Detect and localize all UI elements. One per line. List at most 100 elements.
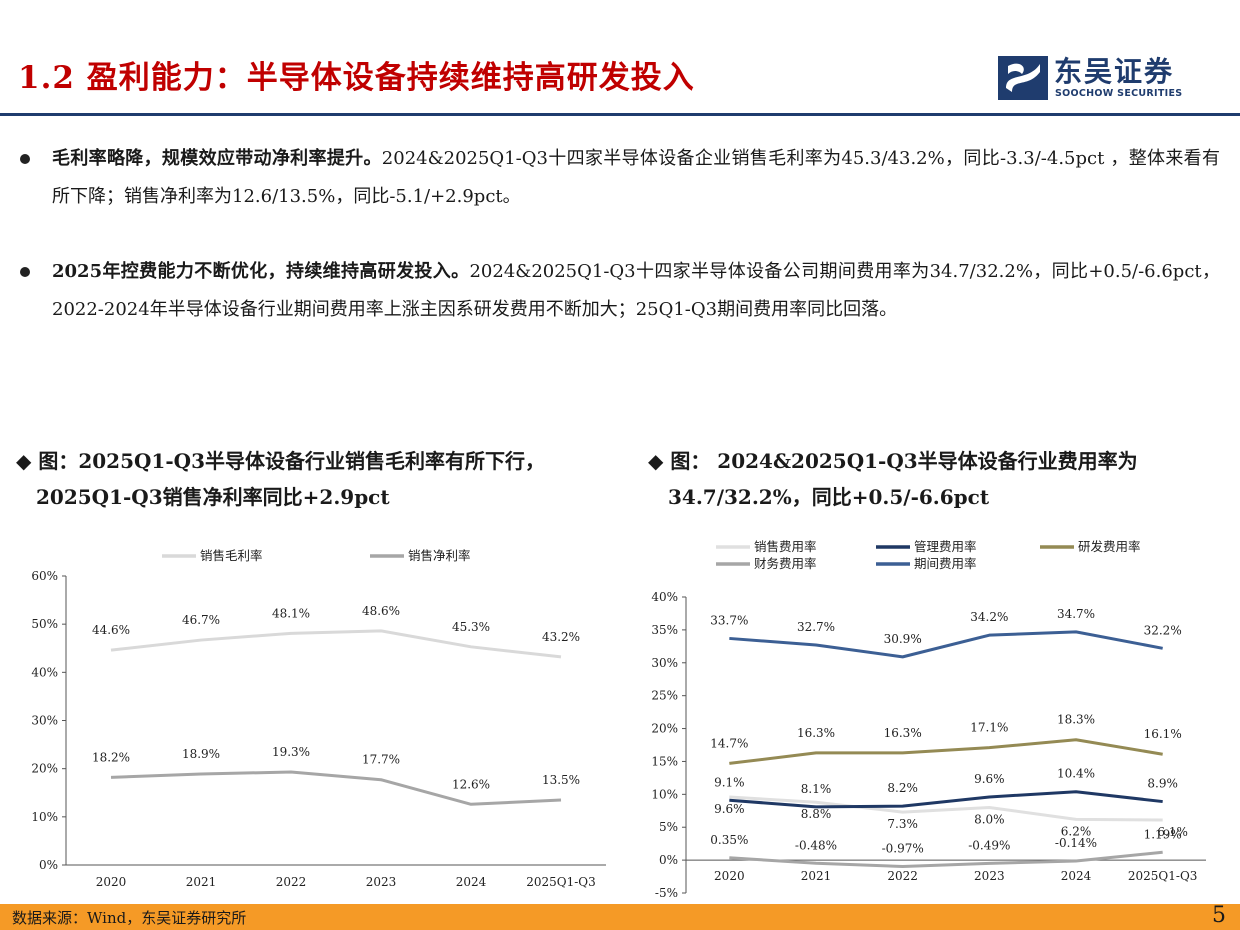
- data-label: 33.7%: [710, 613, 748, 627]
- x-tick-label: 2020: [96, 875, 127, 889]
- x-tick-label: 2025Q1-Q3: [526, 875, 596, 889]
- bullet-1-text: 2024&2025Q1-Q3十四家半导体设备企业销售毛利率为45.3/43.2%…: [52, 148, 1220, 207]
- y-tick-label: 25%: [651, 689, 678, 703]
- y-tick-label: 40%: [31, 665, 58, 679]
- data-label: 0.35%: [710, 833, 748, 847]
- data-label: -0.97%: [882, 841, 924, 855]
- legend-label: 管理费用率: [914, 539, 977, 554]
- data-label: 48.6%: [362, 604, 400, 618]
- soochow-logo-icon: [998, 56, 1048, 100]
- page-title: 1.2 盈利能力：半导体设备持续维持高研发投入: [18, 60, 695, 96]
- y-tick-label: 15%: [651, 754, 678, 768]
- x-tick-label: 2021: [801, 869, 832, 883]
- bullet-2-text: 2024&2025Q1-Q3十四家半导体设备公司期间费用率为34.7/32.2%…: [52, 261, 1220, 320]
- data-label: 9.6%: [714, 802, 745, 816]
- data-label: 18.9%: [182, 747, 220, 761]
- bullet-dot-icon: [20, 267, 30, 277]
- data-label: 17.7%: [362, 753, 400, 767]
- y-tick-label: 10%: [651, 787, 678, 801]
- data-label: 18.3%: [1057, 713, 1095, 727]
- x-tick-label: 2023: [366, 875, 397, 889]
- x-tick-label: 2022: [276, 875, 307, 889]
- data-label: 9.6%: [974, 772, 1005, 786]
- data-label: 43.2%: [542, 630, 580, 644]
- data-label: 19.3%: [272, 745, 310, 759]
- bullet-dot-icon: [20, 154, 30, 164]
- legend-label: 销售费用率: [754, 539, 817, 554]
- y-tick-label: 30%: [31, 714, 58, 728]
- y-tick-label: 20%: [651, 722, 678, 736]
- y-tick-label: 50%: [31, 617, 58, 631]
- data-label: 16.1%: [1144, 727, 1182, 741]
- logo-subtitle: SOOCHOW SECURITIES: [1055, 88, 1183, 99]
- x-tick-label: 2021: [186, 875, 217, 889]
- series-line: [729, 795, 1163, 822]
- data-label: 8.9%: [1147, 777, 1178, 791]
- data-label: 1.19%: [1144, 827, 1182, 841]
- y-tick-label: 0%: [39, 858, 58, 872]
- series-line: [729, 790, 1163, 809]
- bullet-point-1: 毛利率略降，规模效应带动净利率提升。2024&2025Q1-Q3十四家半导体设备…: [20, 140, 1220, 220]
- legend-label: 销售净利率: [408, 548, 471, 563]
- y-tick-label: 5%: [659, 820, 678, 834]
- data-label: 18.2%: [92, 750, 130, 764]
- series-line: [110, 629, 562, 659]
- x-tick-label: 2022: [887, 869, 918, 883]
- data-label: 34.7%: [1057, 607, 1095, 621]
- y-tick-label: 30%: [651, 656, 678, 670]
- data-label: 14.7%: [710, 736, 748, 750]
- y-tick-label: 40%: [651, 590, 678, 604]
- data-label: 7.3%: [887, 817, 918, 831]
- y-tick-label: 0%: [659, 853, 678, 867]
- data-label: 8.1%: [801, 782, 832, 796]
- data-label: 17.1%: [970, 721, 1008, 735]
- data-label: 13.5%: [542, 773, 580, 787]
- x-tick-label: 2020: [714, 869, 745, 883]
- data-label: 6.2%: [1061, 824, 1092, 838]
- series-line: [729, 738, 1163, 765]
- data-label: 32.2%: [1144, 623, 1182, 637]
- data-label: 48.1%: [272, 606, 310, 620]
- data-label: 12.6%: [452, 777, 490, 791]
- data-label: 8.8%: [801, 807, 832, 821]
- data-label: -0.48%: [795, 838, 837, 852]
- company-logo: 东吴证券 SOOCHOW SECURITIES: [998, 55, 1198, 102]
- footer-bar: 数据来源：Wind，东吴证券研究所 5: [0, 903, 1240, 930]
- data-label: 34.2%: [970, 610, 1008, 624]
- data-label: 16.3%: [797, 726, 835, 740]
- data-label: 6.1%: [1157, 825, 1188, 839]
- y-tick-label: -5%: [655, 886, 678, 900]
- legend-label: 财务费用率: [754, 556, 817, 571]
- data-label: -0.14%: [1055, 836, 1097, 850]
- data-label: 46.7%: [182, 613, 220, 627]
- left-chart-caption: ◆ 图：2025Q1-Q3半导体设备行业销售毛利率有所下行， 2025Q1-Q3…: [16, 449, 545, 509]
- legend-label: 销售毛利率: [200, 548, 263, 563]
- profit-margin-chart: 0% 10% 20% 30% 40% 50% 60% 2020 2021 2022 2023 2024…: [31, 548, 606, 889]
- y-tick-label: 35%: [651, 623, 678, 637]
- x-tick-label: 2023: [974, 869, 1005, 883]
- data-label: 45.3%: [452, 620, 490, 634]
- legend-label: 期间费用率: [914, 556, 977, 571]
- expense-ratio-chart: -5% 0% 5% 10% 15% 20% 25% 30% 35% 40% 2020 2021 2022…: [651, 539, 1206, 900]
- series-line: [729, 850, 1163, 868]
- header-divider: [0, 113, 1240, 116]
- data-label: 9.1%: [714, 775, 745, 789]
- x-tick-label: 2025Q1-Q3: [1128, 869, 1198, 883]
- logo-name: 东吴证券: [1054, 55, 1175, 88]
- x-tick-label: 2024: [456, 875, 487, 889]
- data-source: 数据来源：Wind，东吴证券研究所: [12, 909, 247, 927]
- right-chart-caption: ◆ 图： 2024&2025Q1-Q3半导体设备行业费用率为 34.7/32.2…: [648, 449, 1138, 509]
- series-line: [729, 630, 1163, 659]
- page-number: 5: [1212, 903, 1226, 928]
- data-label: 32.7%: [797, 620, 835, 634]
- data-label: 44.6%: [92, 623, 130, 637]
- y-tick-label: 60%: [31, 569, 58, 583]
- legend-label: 研发费用率: [1078, 539, 1141, 554]
- series-line: [110, 770, 562, 806]
- data-label: -0.49%: [968, 838, 1010, 852]
- data-label: 16.3%: [884, 726, 922, 740]
- bullet-point-2: 2025年控费能力不断优化，持续维持高研发投入。2024&2025Q1-Q3十四…: [20, 253, 1220, 373]
- data-label: 8.2%: [887, 781, 918, 795]
- x-tick-label: 2024: [1061, 869, 1092, 883]
- data-label: 8.0%: [974, 812, 1005, 826]
